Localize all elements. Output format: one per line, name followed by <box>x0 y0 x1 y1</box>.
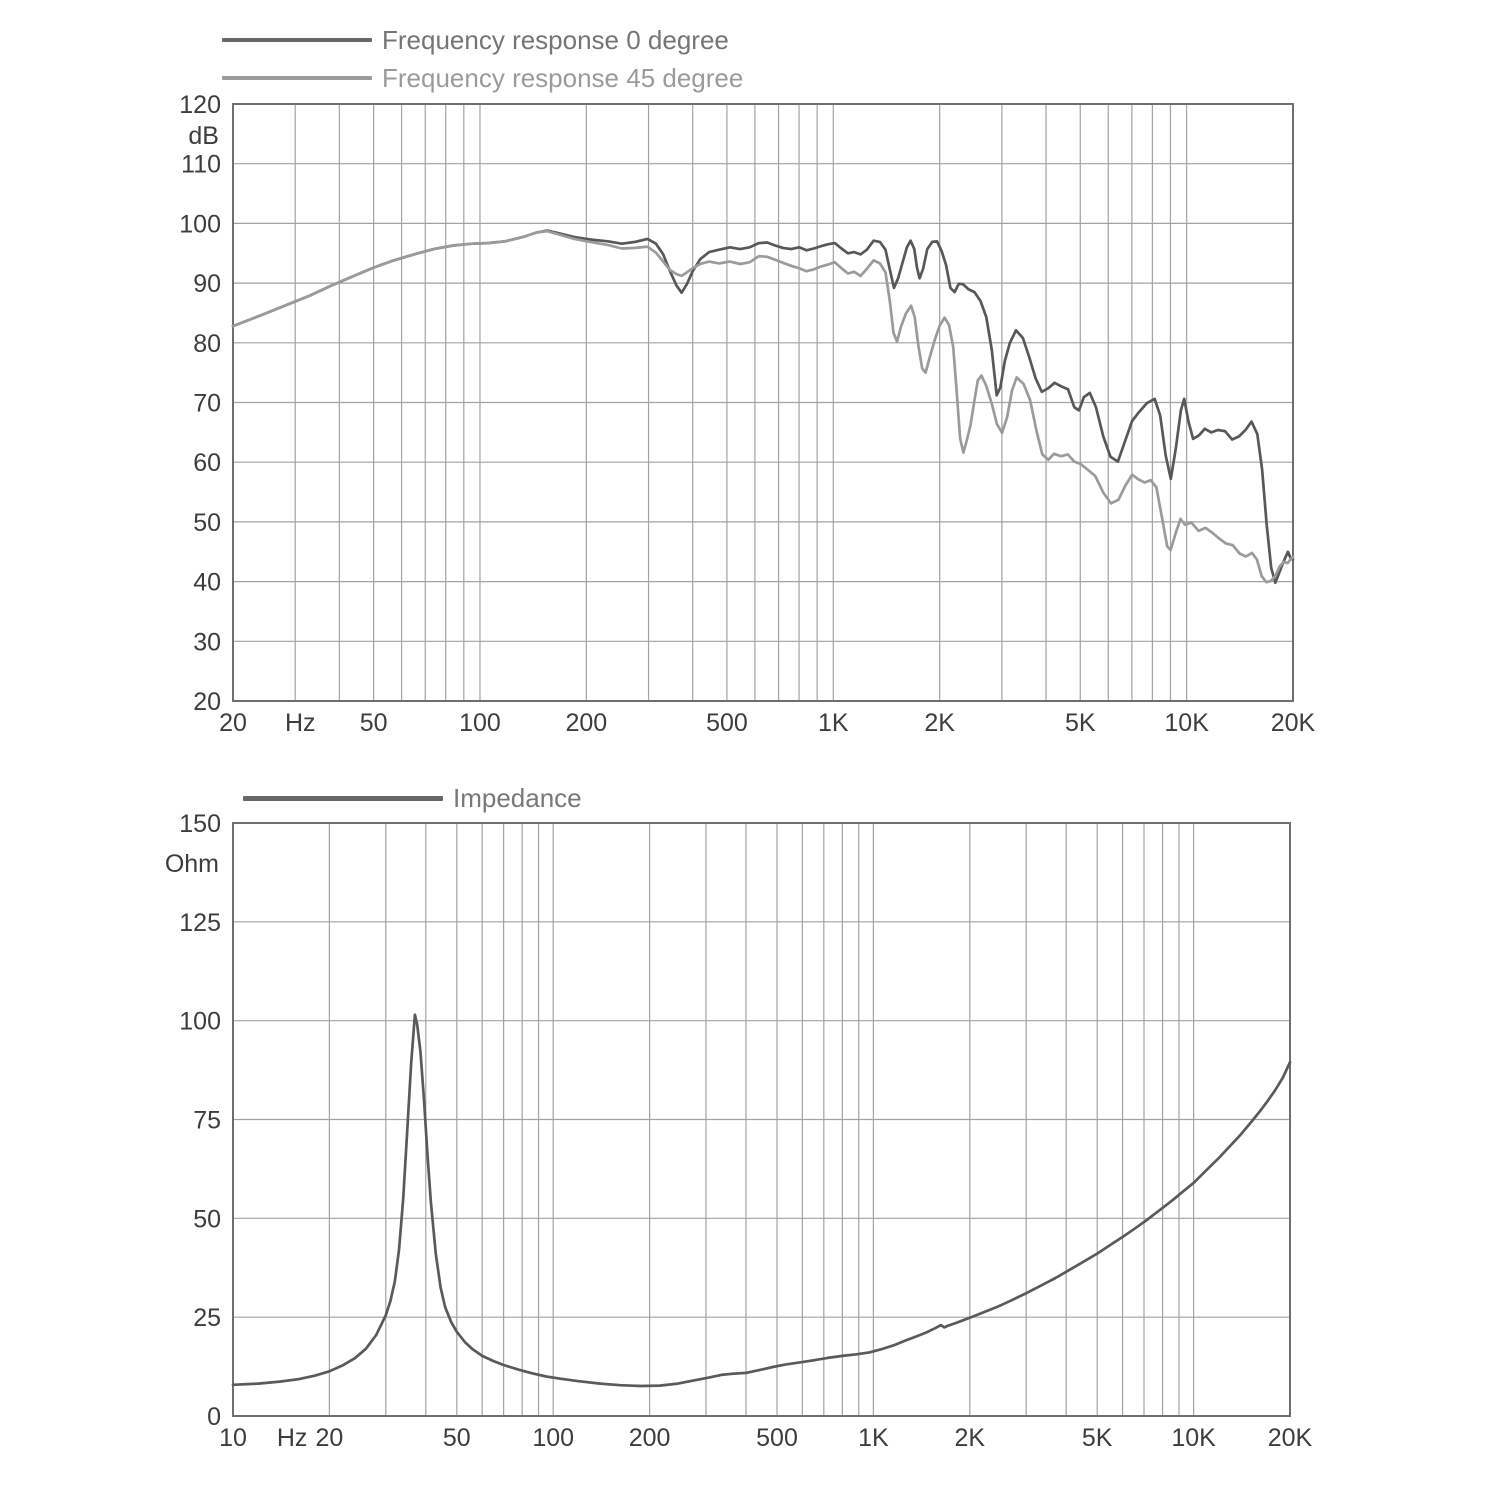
impedance-legend: Impedance <box>243 784 582 813</box>
frequency-response-chart: 120 110 100 90 80 70 60 50 40 30 20 dB 20 Hz 50 100 200 5… <box>179 91 1315 737</box>
y-axis-tick-label: 70 <box>193 390 221 418</box>
plot-border <box>232 103 1294 702</box>
x-axis-tick-label: 20 <box>315 1424 343 1452</box>
y-axis-tick-label: 100 <box>179 210 221 238</box>
legend-label-0-degree: Frequency response 0 degree <box>382 25 729 55</box>
legend-label-45-degree: Frequency response 45 degree <box>382 62 744 93</box>
y-axis-tick-label: 90 <box>193 270 221 298</box>
x-axis-tick-label: 5K <box>1082 1424 1113 1452</box>
y-axis-tick-label: 20 <box>193 688 221 716</box>
x-axis-tick-label: 2K <box>924 709 955 737</box>
x-axis-tick-label: 500 <box>706 709 748 737</box>
y-axis-unit-label: dB <box>188 122 219 150</box>
legend-line-45-degree-swatch <box>222 75 372 80</box>
x-axis-tick-label: 1K <box>818 709 849 737</box>
legend-entry-45-degree: Frequency response 45 degree <box>222 62 744 93</box>
legend-label-impedance: Impedance <box>453 783 582 813</box>
y-axis-unit-label: Ohm <box>165 850 219 878</box>
y-axis-tick-label: 75 <box>193 1107 221 1135</box>
x-axis-tick-label: 20K <box>1268 1424 1313 1452</box>
x-axis-tick-label: 50 <box>360 709 388 737</box>
x-axis-tick-label: 10K <box>1171 1424 1216 1452</box>
y-axis-tick-label: 110 <box>181 151 221 179</box>
x-axis-tick-label: 20K <box>1271 709 1316 737</box>
frequency-response-legend: Frequency response 0 degree Frequency re… <box>222 26 743 92</box>
x-axis-tick-label: 20 <box>219 709 247 737</box>
y-axis-tick-label: 125 <box>179 909 221 937</box>
x-axis-tick-label: 100 <box>459 709 501 737</box>
series-curve-frequency-response-0-degree <box>231 229 1295 585</box>
y-axis-tick-label: 30 <box>193 628 221 656</box>
y-axis-tick-label: 0 <box>207 1403 221 1431</box>
series-curve-frequency-response-45-degree <box>231 229 1295 584</box>
y-axis-tick-label: 80 <box>193 330 221 358</box>
y-axis-tick-label: 60 <box>193 449 221 477</box>
x-axis-tick-label: 200 <box>565 709 607 737</box>
legend-line-0-degree-swatch <box>222 38 372 43</box>
legend-line-impedance-swatch <box>243 795 443 801</box>
y-axis-tick-label: 120 <box>179 91 221 119</box>
y-axis-tick-label: 100 <box>179 1008 221 1036</box>
x-axis-tick-label: 500 <box>756 1424 798 1452</box>
x-axis-tick-label: 10 <box>219 1424 247 1452</box>
x-axis-unit-label: Hz <box>277 1424 308 1452</box>
legend-entry-impedance: Impedance <box>243 784 582 813</box>
x-axis-tick-label: 50 <box>443 1424 471 1452</box>
x-axis-unit-label: Hz <box>285 709 316 737</box>
impedance-chart: 150 125 100 75 50 25 0 Ohm 10 Hz 20 50 100 200 500 1K 2K… <box>165 810 1313 1452</box>
y-axis-tick-label: 25 <box>193 1304 221 1332</box>
y-axis-tick-label: 40 <box>193 569 221 597</box>
x-axis-tick-label: 100 <box>532 1424 574 1452</box>
legend-entry-0-degree: Frequency response 0 degree <box>222 26 743 55</box>
y-axis-tick-label: 50 <box>193 1205 221 1233</box>
x-axis-tick-label: 1K <box>858 1424 889 1452</box>
series-curve-impedance <box>231 1013 1292 1388</box>
x-axis-tick-label: 200 <box>629 1424 671 1452</box>
y-axis-tick-label: 150 <box>179 810 221 838</box>
y-axis-tick-label: 50 <box>193 509 221 537</box>
x-axis-tick-label: 10K <box>1164 709 1209 737</box>
x-axis-tick-label: 2K <box>955 1424 986 1452</box>
plot-border <box>232 822 1291 1417</box>
x-axis-tick-label: 5K <box>1065 709 1096 737</box>
